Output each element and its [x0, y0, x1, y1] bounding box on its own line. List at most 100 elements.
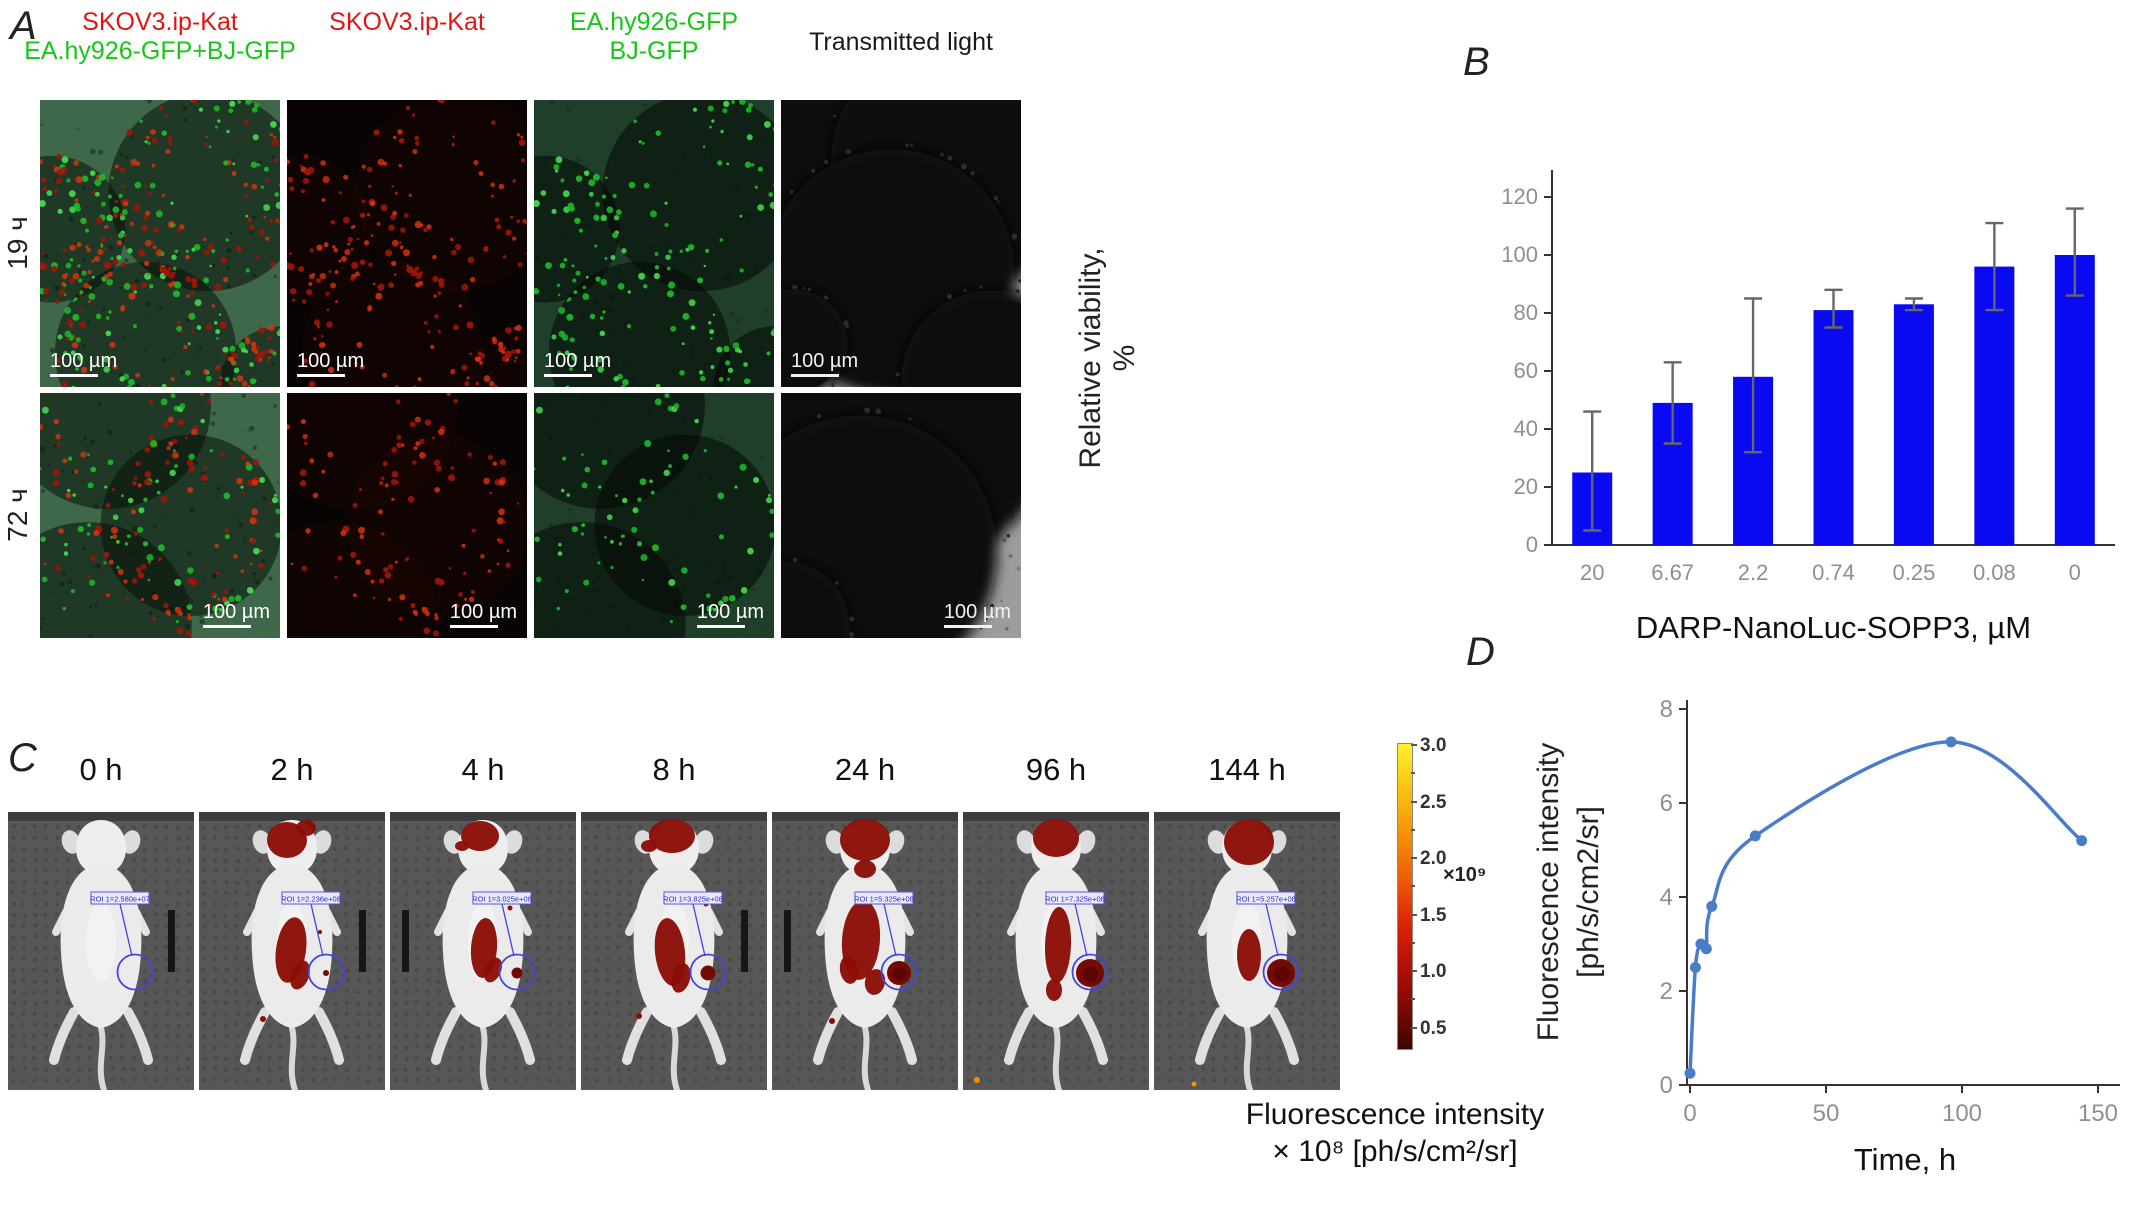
fluorescence-blob	[1046, 979, 1062, 1001]
mouse-tail	[670, 1025, 680, 1090]
roi-label-box	[1045, 891, 1105, 905]
mouse-frame-4h: ROI 1=3.025e+08	[390, 812, 576, 1090]
panel-a-column-header: SKOV3.ip-Kat	[82, 8, 238, 36]
scale-bar-label: 100 µm	[297, 351, 364, 377]
scale-bar	[544, 374, 592, 377]
mouse-time-label: 96 h	[1025, 752, 1087, 787]
d-x-ticklabel: 0	[1683, 1100, 1696, 1127]
d-y-ticklabel: 6	[1660, 790, 1673, 817]
scale-bar-label: 100 µm	[449, 602, 517, 628]
fluorescence-blob	[455, 841, 469, 851]
scale-bar-label: 100 µm	[791, 351, 858, 377]
tumor-signal	[323, 970, 329, 976]
mouse-frame-144h: ROI 1=5.257e+08	[1154, 812, 1340, 1090]
roi-label-text: ROI 1=3.825e+08	[663, 895, 723, 904]
mouse-ear	[252, 830, 272, 854]
mouse-ear	[1207, 830, 1227, 854]
mouse-ear	[503, 830, 523, 854]
ruler-mark	[168, 910, 175, 972]
fluorescence-blob	[649, 819, 695, 853]
mouse-leg	[1004, 1007, 1034, 1065]
mouse-time-label: 0 h	[79, 752, 123, 787]
scale-bar	[449, 625, 498, 628]
b-x-ticklabel: 0.25	[1893, 560, 1936, 585]
panel-a-column-header: Transmitted light	[809, 28, 993, 56]
b-bar	[1813, 310, 1854, 545]
mouse-image: ROI 1=2.580e+07	[8, 812, 194, 1090]
mouse-body	[49, 820, 153, 1090]
panel-a-column-header: BJ-GFP	[609, 37, 699, 65]
mouse-ear	[1016, 830, 1036, 854]
colorbar-ticklabel: 2.5	[1420, 791, 1447, 813]
scale-bar	[943, 625, 992, 628]
d-y-axis-title: [ph/s/cm2/sr]	[1572, 806, 1605, 978]
microscopy-red-svg	[287, 393, 527, 638]
fluorescence-blob	[864, 969, 886, 995]
roi-label-text: ROI 1=2.580e+07	[90, 895, 150, 904]
mouse-frame-8h: ROI 1=3.825e+08	[581, 812, 767, 1090]
scale-bar-label: 100 µm	[696, 602, 764, 628]
fluorescence-blob	[1044, 907, 1072, 983]
mouse-leg	[123, 1007, 153, 1065]
fluorescence-blob	[1033, 819, 1079, 857]
ruler-mark	[741, 910, 748, 972]
panel-a-row-label: 72 ч	[2, 488, 34, 542]
mouse-ear	[885, 830, 905, 854]
microscopy-red-svg	[287, 100, 527, 387]
panel-d-label: D	[1466, 630, 1495, 674]
mouse-time-label: 4 h	[461, 752, 505, 787]
microscopy-red-row2: 100 µm	[287, 393, 527, 638]
roi-leader-line	[119, 903, 133, 957]
fluorescence-blob	[483, 957, 503, 983]
d-y-ticklabel: 2	[1660, 978, 1673, 1005]
ruler-mark	[359, 910, 366, 972]
b-y-axis-title: %	[1108, 345, 1141, 372]
d-x-ticklabel: 150	[2078, 1100, 2118, 1127]
roi-leader-line	[310, 903, 324, 957]
colorbar-minor-tick	[1411, 885, 1415, 888]
d-data-point	[1749, 830, 1761, 842]
roi-label-text: ROI 1=5.257e+08	[1236, 895, 1296, 904]
panel-c-caption-line1: Fluorescence intensity	[1245, 1098, 1545, 1131]
colorbar-ticklabel: 3.0	[1420, 735, 1447, 756]
mouse-leg	[1078, 1007, 1108, 1065]
colorbar-minor-tick	[1411, 913, 1415, 916]
colorbar-ticklabel: 1.5	[1420, 904, 1447, 926]
roi-leader-line	[1074, 903, 1088, 957]
scale-bar	[202, 625, 251, 628]
mouse-tail	[861, 1025, 871, 1090]
colorbar-minor-tick	[1411, 744, 1415, 746]
fluorescence-blob	[1237, 929, 1261, 981]
b-y-ticklabel: 40	[1514, 416, 1538, 441]
mouse-leg	[813, 1007, 843, 1065]
microscopy-merge-svg	[40, 100, 280, 387]
d-x-ticklabel: 100	[1942, 1100, 1982, 1127]
b-x-ticklabel: 0.74	[1812, 560, 1855, 585]
roi-circle	[498, 953, 536, 991]
fluorescence-blob	[854, 860, 876, 878]
roi-circle	[1071, 953, 1109, 991]
d-line-series	[1688, 740, 2083, 1074]
mouse-image: ROI 1=2.236e+08	[199, 812, 385, 1090]
mouse-image: ROI 1=5.325e+08	[772, 812, 958, 1090]
b-x-axis-title: DARP-NanoLuc-SOPP3, µM	[1636, 610, 2031, 645]
mouse-time-label: 24 h	[834, 752, 896, 787]
ruler-mark	[784, 910, 791, 972]
roi-label-box	[281, 891, 341, 905]
colorbar-minor-tick	[1411, 941, 1415, 944]
roi-label-box	[663, 891, 723, 905]
fluorescence-colorbar	[1397, 743, 1413, 1050]
d-data-point	[1945, 736, 1957, 748]
d-data-point	[1706, 900, 1718, 912]
scale-bar-label: 100 µm	[50, 351, 117, 377]
d-data-point	[2076, 835, 2088, 847]
mouse-ear	[825, 830, 845, 854]
microscopy-merge-row2: 100 µm	[40, 393, 280, 638]
colorbar-ticklabel: 1.0	[1420, 961, 1447, 982]
roi-label-text: ROI 1=2.236e+08	[281, 895, 341, 904]
panel-a-row-label: 19 ч	[2, 216, 34, 270]
mouse-leg	[505, 1007, 535, 1065]
tumor-signal	[700, 965, 716, 981]
fluorescence-spot	[507, 905, 513, 911]
